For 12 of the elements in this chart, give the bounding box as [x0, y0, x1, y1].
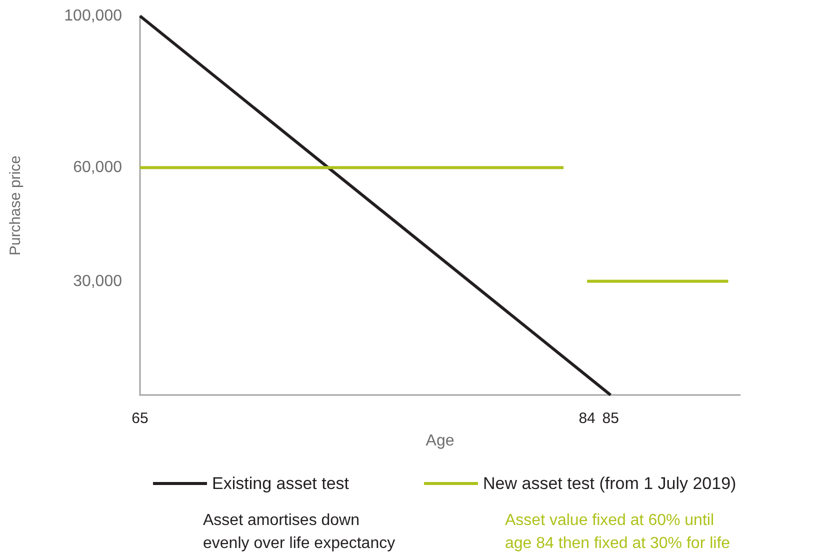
x-tick-label: 85: [602, 410, 619, 427]
x-axis-title: Age: [426, 432, 454, 450]
legend-label: New asset test (from 1 July 2019): [483, 474, 736, 493]
text: Asset amortises down evenly over life expectancy: [203, 512, 396, 552]
x-tick-label: 84: [578, 410, 596, 427]
legend-label: Existing asset test: [212, 474, 350, 493]
text: Asset value fixed at 60% until age 84 then fixed at 30% for life: [505, 512, 730, 552]
y-tick-label: 100,000: [64, 8, 122, 24]
x-tick-label: 65: [132, 410, 148, 427]
y-tick-label: 60,000: [73, 159, 122, 176]
y-axis-title: Purchase price: [7, 155, 24, 256]
y-tick-label: 30,000: [73, 272, 122, 290]
